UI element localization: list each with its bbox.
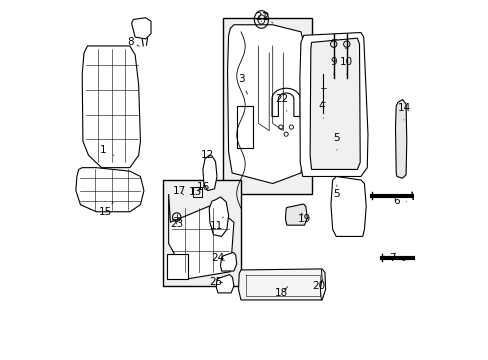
Polygon shape xyxy=(237,106,253,148)
Text: 17: 17 xyxy=(173,186,186,195)
Text: 6: 6 xyxy=(392,196,406,206)
Polygon shape xyxy=(227,25,307,184)
Polygon shape xyxy=(76,168,143,212)
Text: 22: 22 xyxy=(275,94,288,111)
Text: 8: 8 xyxy=(127,37,139,47)
Polygon shape xyxy=(330,176,366,237)
Text: 20: 20 xyxy=(311,280,325,291)
Text: 3: 3 xyxy=(237,75,247,94)
Bar xyxy=(163,180,241,286)
Text: 2: 2 xyxy=(262,12,272,23)
Polygon shape xyxy=(395,100,406,178)
Text: 1: 1 xyxy=(100,145,114,155)
Polygon shape xyxy=(271,88,300,117)
Text: 5: 5 xyxy=(333,185,340,199)
Polygon shape xyxy=(299,32,367,176)
Text: 25: 25 xyxy=(208,277,222,287)
Polygon shape xyxy=(168,194,233,279)
Text: 19: 19 xyxy=(297,213,310,224)
Text: 11: 11 xyxy=(209,217,223,231)
Text: 4: 4 xyxy=(318,101,325,118)
Text: 7: 7 xyxy=(388,253,404,262)
Text: 16: 16 xyxy=(197,182,210,192)
Polygon shape xyxy=(82,46,140,168)
Polygon shape xyxy=(166,254,188,279)
Polygon shape xyxy=(238,269,325,300)
Text: 10: 10 xyxy=(340,57,353,74)
Polygon shape xyxy=(309,38,360,170)
Text: 5: 5 xyxy=(333,133,340,150)
Polygon shape xyxy=(216,275,233,293)
Text: 14: 14 xyxy=(397,103,410,120)
Text: 23: 23 xyxy=(170,219,183,229)
Polygon shape xyxy=(220,252,236,271)
Text: 18: 18 xyxy=(274,287,287,298)
Text: 13: 13 xyxy=(188,187,202,197)
Text: 24: 24 xyxy=(211,253,224,262)
Text: 9: 9 xyxy=(329,57,336,74)
Text: 21: 21 xyxy=(254,12,267,22)
Polygon shape xyxy=(209,197,228,237)
Text: 15: 15 xyxy=(99,202,113,217)
Polygon shape xyxy=(285,204,306,225)
Text: 12: 12 xyxy=(201,150,215,163)
Bar xyxy=(223,18,311,194)
Polygon shape xyxy=(131,18,151,39)
Polygon shape xyxy=(203,155,217,190)
